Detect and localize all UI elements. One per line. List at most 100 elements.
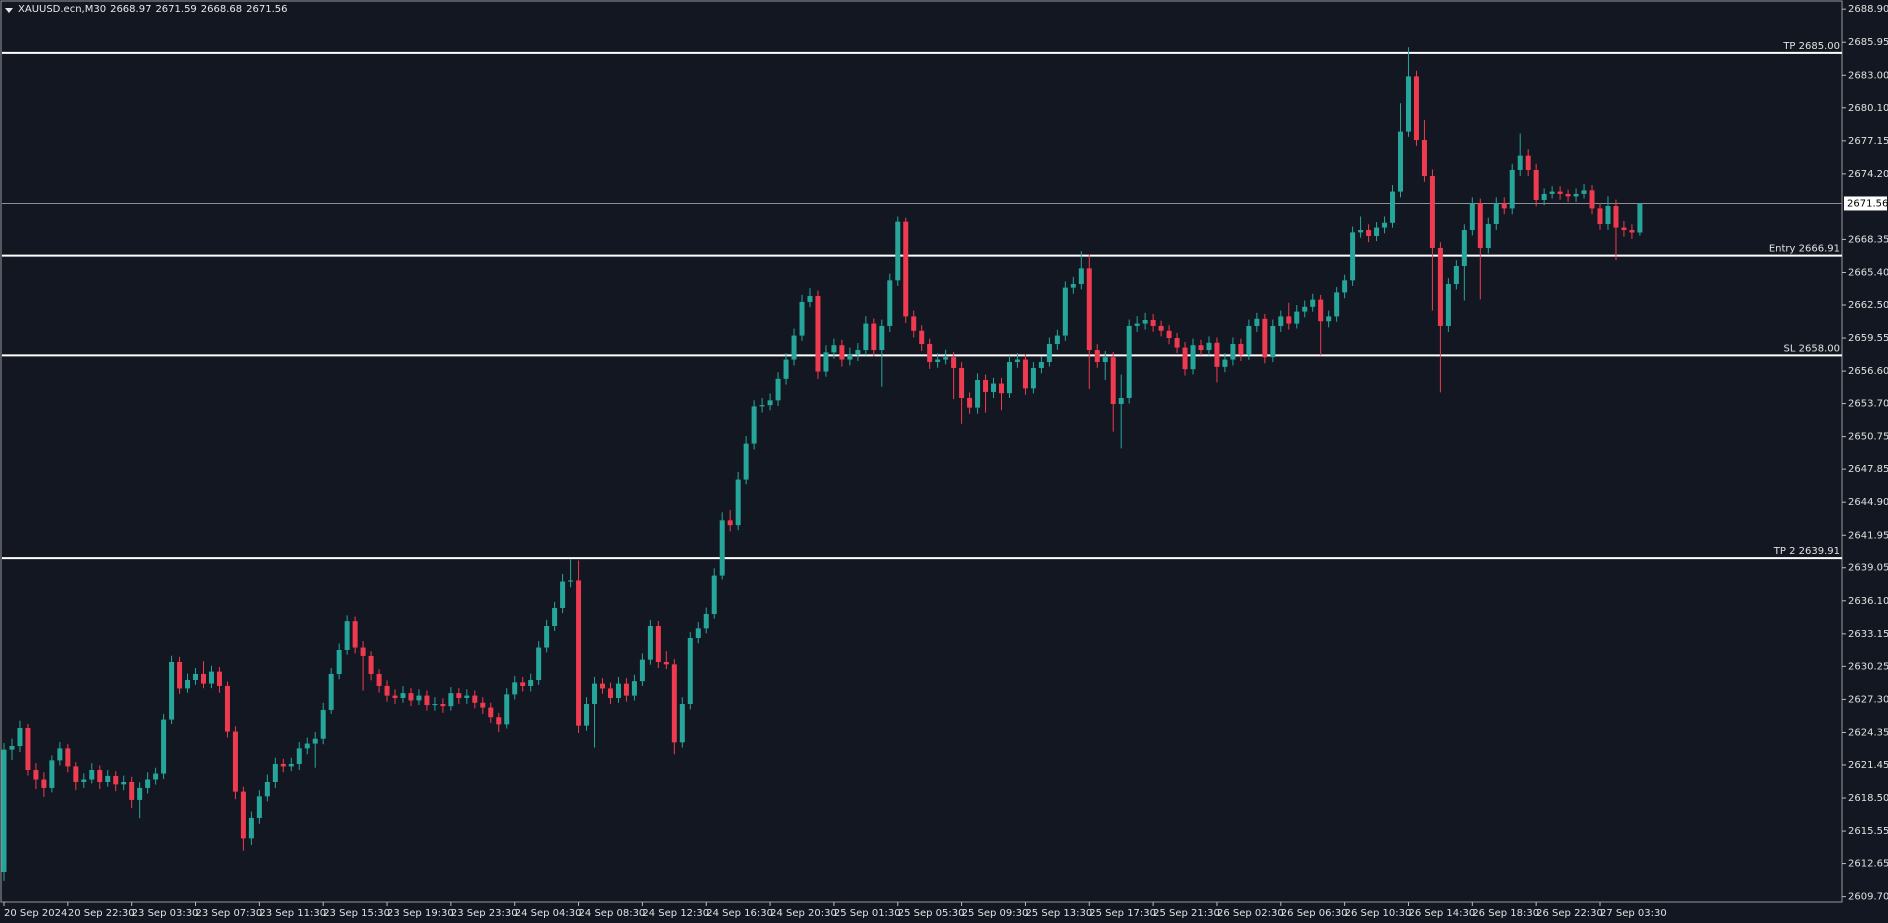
candle-body (1158, 325, 1164, 331)
candle-body (1589, 190, 1595, 209)
candle-body (695, 628, 701, 639)
candle-body (1, 749, 7, 872)
candle-body (145, 779, 151, 788)
candle-body (392, 695, 398, 698)
plot-frame (0, 0, 1843, 903)
candle-body (1469, 203, 1475, 231)
x-tick-label: 26 Sep 10:30 (1345, 908, 1412, 919)
candle-body (201, 673, 206, 684)
candle-body (1374, 227, 1380, 236)
candle-body (1182, 347, 1188, 370)
y-tick-label: 2647.85 (1848, 464, 1888, 475)
x-tick-label: 24 Sep 08:30 (579, 908, 646, 919)
candle-body (1070, 284, 1076, 288)
candle-body (1613, 206, 1619, 228)
candle-body (177, 661, 183, 689)
candle-body (1166, 330, 1172, 339)
candle-body (185, 680, 191, 689)
candle-body (607, 688, 613, 698)
candle-body (288, 763, 294, 767)
candle-body (113, 775, 119, 785)
candle-body (208, 671, 214, 684)
candle-body (1477, 203, 1483, 248)
candle-body (1190, 345, 1196, 370)
candle-body (1437, 247, 1443, 326)
candle-body (544, 626, 550, 648)
candle-body (161, 719, 167, 774)
level-label: TP 2685.00 (1782, 41, 1840, 52)
symbol: XAUUSD.ecn,M30 (18, 4, 107, 15)
candle-body (1230, 343, 1236, 360)
candle-body (743, 443, 749, 480)
candle-body (416, 695, 422, 701)
candle-body (1565, 193, 1571, 197)
menu-triangle[interactable] (5, 8, 13, 13)
candle-body (1517, 155, 1523, 170)
candle-body (1405, 76, 1411, 132)
candle-body (73, 766, 79, 782)
candle-body (975, 379, 981, 408)
candle-body (911, 316, 917, 331)
candle-body (408, 693, 414, 701)
candle-body (1342, 280, 1348, 293)
candle-body (1078, 268, 1084, 285)
candle-body (783, 359, 789, 379)
y-tick-label: 2618.50 (1848, 793, 1888, 804)
y-tick-label: 2665.40 (1848, 267, 1888, 278)
candle-body (552, 607, 558, 627)
candle-body (1150, 320, 1156, 326)
candle-body (1573, 193, 1579, 197)
level-label: Entry 2666.91 (1769, 244, 1840, 255)
candle-body (615, 683, 621, 698)
candle-body (1286, 316, 1292, 324)
current-price-box (1844, 196, 1887, 211)
x-tick-label: 24 Sep 04:30 (515, 908, 582, 919)
y-tick-label: 2668.35 (1848, 234, 1888, 245)
candle-body (1629, 230, 1635, 233)
candle-body (1326, 316, 1332, 322)
candle-body (504, 694, 510, 725)
candle-body (959, 367, 965, 398)
candle-body (1621, 227, 1627, 231)
y-tick-label: 2633.15 (1848, 629, 1888, 640)
candle-body (807, 296, 813, 302)
candle-body (639, 659, 645, 682)
candle-body (1270, 325, 1276, 358)
candle-body (193, 673, 199, 681)
candle-body (687, 638, 693, 705)
candle-body (472, 695, 478, 703)
candle-body (600, 683, 605, 689)
candle-body (1509, 169, 1515, 209)
candle-body (775, 378, 781, 401)
candle-body (424, 695, 430, 706)
x-tick-label: 23 Sep 07:30 (196, 908, 263, 919)
candle-body (663, 661, 669, 665)
candle-body (448, 693, 454, 707)
candle-body (336, 649, 342, 674)
candle-body (1382, 222, 1388, 228)
candle-body (647, 626, 653, 660)
candle-body (671, 664, 677, 743)
candle-body (1549, 191, 1555, 194)
candle-body (1262, 318, 1268, 358)
candle-body (735, 479, 741, 526)
candle-body (352, 621, 358, 648)
candle-body (1174, 338, 1180, 348)
candle-body (1533, 169, 1539, 200)
candle-body (879, 325, 885, 351)
y-tick-label: 2656.60 (1848, 366, 1888, 377)
candle-body (1054, 335, 1060, 344)
candle-body (320, 709, 326, 739)
candle-body (759, 405, 765, 407)
candle-body (576, 580, 582, 726)
candle-body (169, 661, 175, 720)
candle-body (528, 680, 534, 686)
candle-body (520, 682, 526, 686)
candle-body (89, 770, 95, 780)
candle-body (280, 763, 286, 767)
candle-body (1086, 268, 1092, 351)
candle-body (895, 221, 901, 281)
current-price-label: 2671.56 (1847, 198, 1888, 209)
candle-body (1046, 343, 1052, 363)
candle-body (767, 400, 773, 406)
